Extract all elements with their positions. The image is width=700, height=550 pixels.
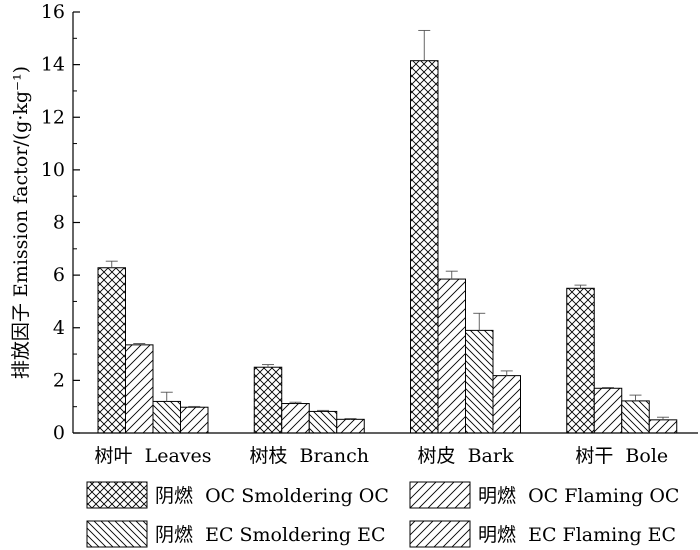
axes: 0 2 4 6 8 10 12 14 16 排放因子 Emission factor/(g·kg⁻… xyxy=(10,1,698,467)
y-tick-label: 14 xyxy=(41,54,65,76)
y-tick-label: 16 xyxy=(41,1,65,23)
legend-swatch xyxy=(409,481,471,509)
bar xyxy=(566,287,595,434)
legend-label: 明燃 EC Flaming EC xyxy=(478,524,676,546)
y-tick-label: 4 xyxy=(53,317,65,339)
bar xyxy=(492,375,521,434)
legend-swatch xyxy=(86,520,148,548)
x-category-label: 树皮 Bark xyxy=(418,445,514,467)
bar xyxy=(281,403,310,434)
legend-label: 阴燃 OC Smoldering OC xyxy=(155,485,389,507)
y-tick-label: 8 xyxy=(53,212,65,234)
bar xyxy=(410,60,439,434)
y-tick-label: 0 xyxy=(53,422,65,444)
y-tick-label: 2 xyxy=(53,369,65,391)
bar xyxy=(593,387,623,434)
x-category-label: 树干 Bole xyxy=(575,445,668,467)
legend: 阴燃 OC Smoldering OC 明燃 OC Flaming OC 阴燃 EC… xyxy=(86,481,679,548)
legend-label: 阴燃 EC Smoldering EC xyxy=(155,524,386,546)
bar xyxy=(437,278,466,434)
bar xyxy=(336,418,365,434)
x-category-label: 树枝 Branch xyxy=(249,445,369,467)
legend-swatch xyxy=(86,481,148,509)
plot-area xyxy=(97,29,678,434)
bar xyxy=(648,419,678,434)
legend-label: 明燃 OC Flaming OC xyxy=(478,485,679,507)
bar xyxy=(308,410,338,434)
bar xyxy=(465,329,494,434)
bar xyxy=(621,400,650,434)
bar xyxy=(253,366,283,434)
y-tick-label: 12 xyxy=(41,106,65,128)
y-axis-title: 排放因子 Emission factor/(g·kg⁻¹) xyxy=(10,66,32,379)
bar xyxy=(97,267,126,434)
bar xyxy=(152,400,181,434)
bar xyxy=(180,406,209,434)
x-category-label: 树叶 Leaves xyxy=(95,445,212,467)
bar xyxy=(125,344,154,434)
y-tick-label: 10 xyxy=(41,159,65,181)
y-tick-label: 6 xyxy=(53,264,65,286)
legend-swatch xyxy=(409,520,471,548)
